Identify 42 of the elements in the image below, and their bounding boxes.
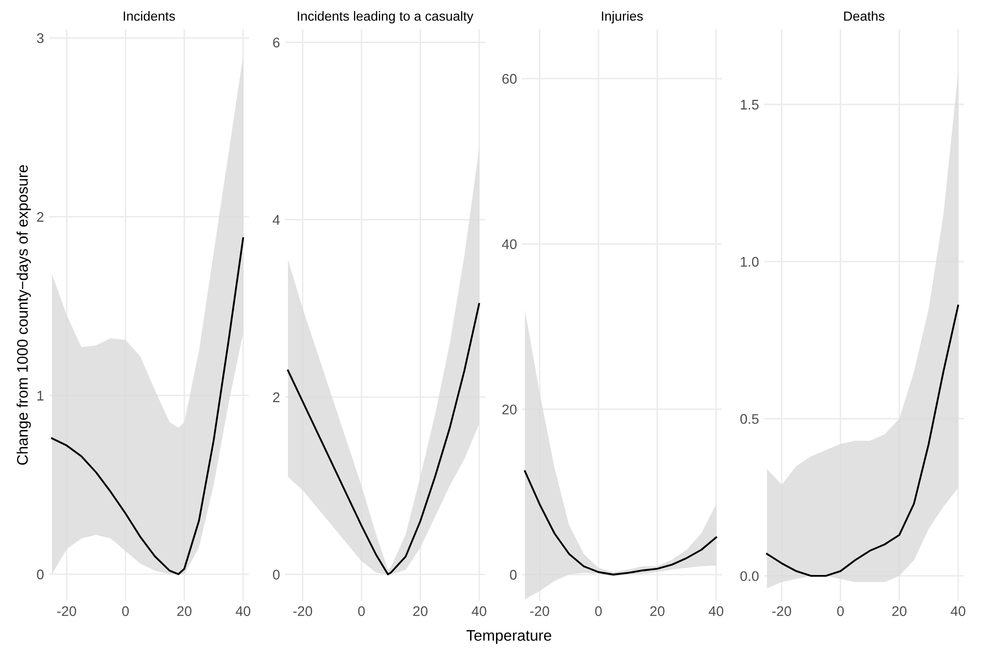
y-tick-label: 40 <box>502 239 517 250</box>
x-tick-label: -20 <box>293 606 312 616</box>
x-tick-label: 20 <box>650 606 664 616</box>
x-tick-label: -20 <box>57 606 76 616</box>
y-tick-label: 4 <box>272 215 280 225</box>
line-series <box>766 304 960 577</box>
x-axis-title: Temperature <box>466 630 552 644</box>
y-tick-label: 60 <box>502 74 517 84</box>
x-tick-label: 0 <box>837 606 844 616</box>
x-tick-label: -20 <box>772 606 792 616</box>
line-series <box>524 470 718 576</box>
x-tick-label: -20 <box>530 606 550 616</box>
chart-title: Incidents <box>124 11 175 21</box>
x-tick-label: 40 <box>472 606 486 616</box>
y-tick-label: 1 <box>37 390 44 400</box>
y-tick-label: 3 <box>36 33 44 44</box>
x-tick-label: 0 <box>595 606 602 616</box>
x-tick-label: 0 <box>358 606 365 616</box>
line-series <box>287 303 480 576</box>
x-tick-label: 20 <box>892 606 906 616</box>
y-tick-label: 2 <box>273 392 280 402</box>
x-tick-label: 40 <box>708 606 724 616</box>
line-series <box>51 237 244 576</box>
y-tick-label: 2 <box>37 212 44 222</box>
x-tick-label: 40 <box>950 606 966 616</box>
y-tick-label: 0 <box>510 570 517 580</box>
y-axis-title: Change from 1000 county−days of exposure <box>16 165 31 465</box>
y-tick-label: 0 <box>272 570 280 580</box>
y-tick-label: 1.5 <box>740 100 759 110</box>
y-tick-label: 6 <box>273 38 280 48</box>
x-tick-label: 40 <box>236 606 250 616</box>
x-tick-label: 20 <box>177 606 192 616</box>
y-tick-label: 0 <box>36 570 44 580</box>
y-tick-label: 20 <box>502 404 517 414</box>
x-tick-label: 20 <box>413 606 428 616</box>
y-tick-label: 0.5 <box>740 414 759 424</box>
chart-title: Deaths <box>844 11 884 21</box>
x-tick-label: 0 <box>122 606 129 616</box>
chart-title: Injuries <box>602 11 643 24</box>
chart-title: Incidents leading to a casualty <box>298 11 474 24</box>
y-tick-label: 1.0 <box>740 256 759 267</box>
y-tick-label: 0.0 <box>740 571 759 582</box>
